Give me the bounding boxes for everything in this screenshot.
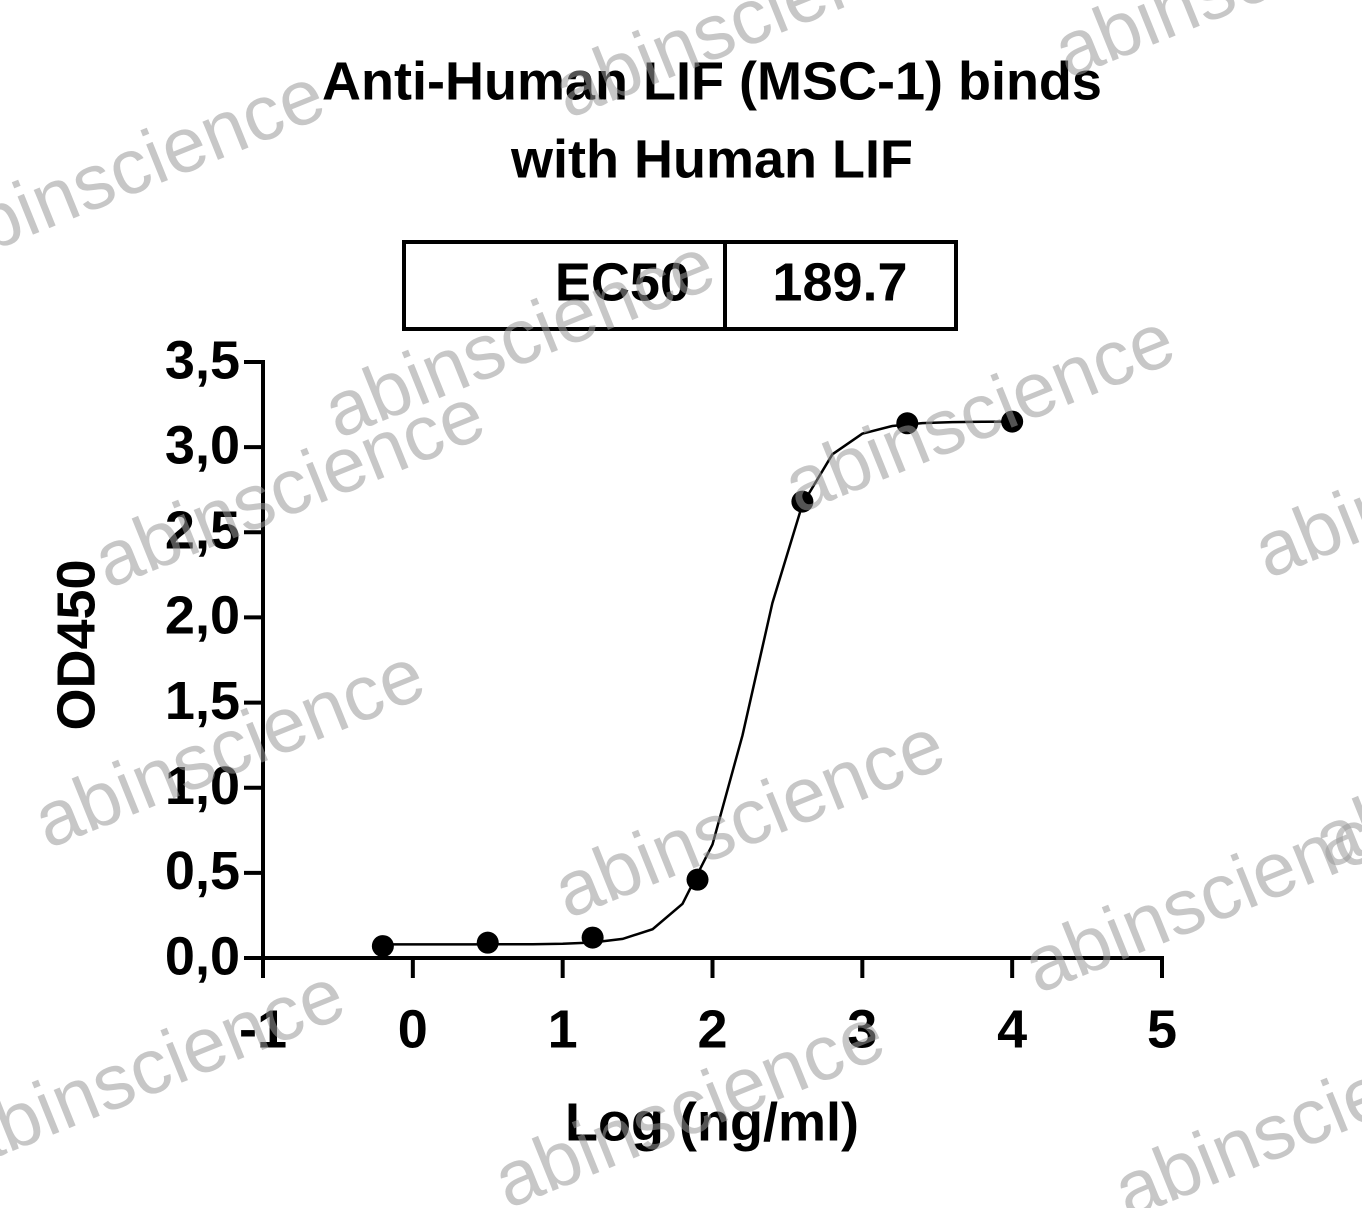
- x-tick-label: 1: [548, 999, 578, 1059]
- x-axis-label: Log (ng/ml): [565, 1092, 859, 1152]
- data-point: [371, 935, 394, 958]
- x-tick-label: 5: [1147, 999, 1177, 1059]
- data-point: [476, 931, 499, 954]
- y-tick-label: 0,5: [165, 841, 240, 901]
- watermark: abinscience: [541, 699, 956, 935]
- x-tick-label: 3: [847, 999, 877, 1059]
- y-tick-label: 0,0: [165, 926, 240, 986]
- x-tick-label: 0: [398, 999, 428, 1059]
- y-tick-label: 1,5: [165, 671, 240, 731]
- watermark: abinscience: [1241, 359, 1362, 595]
- ec50-value: 189.7: [772, 252, 907, 312]
- y-tick-label: 3,5: [165, 330, 240, 390]
- y-tick-label: 3,0: [165, 415, 240, 475]
- ec50-label: EC50: [555, 252, 690, 312]
- y-tick-label: 2,5: [165, 501, 240, 561]
- watermark: abinscience: [1101, 999, 1362, 1208]
- chart-title: Anti-Human LIF (MSC-1) binds: [322, 51, 1102, 111]
- watermark: abinscience: [0, 49, 336, 285]
- watermark: abinscience: [81, 369, 496, 605]
- x-tick-label: 2: [697, 999, 727, 1059]
- fit-curve: [382, 420, 1013, 946]
- y-axis-label: OD450: [46, 559, 106, 730]
- x-tick-label: -1: [239, 999, 287, 1059]
- x-tick-label: 4: [997, 999, 1027, 1059]
- y-tick-label: 2,0: [165, 586, 240, 646]
- watermark: abinscience: [1041, 0, 1362, 95]
- chart-title: with Human LIF: [510, 129, 913, 189]
- ec50-box: [402, 240, 958, 331]
- y-tick-label: 1,0: [165, 756, 240, 816]
